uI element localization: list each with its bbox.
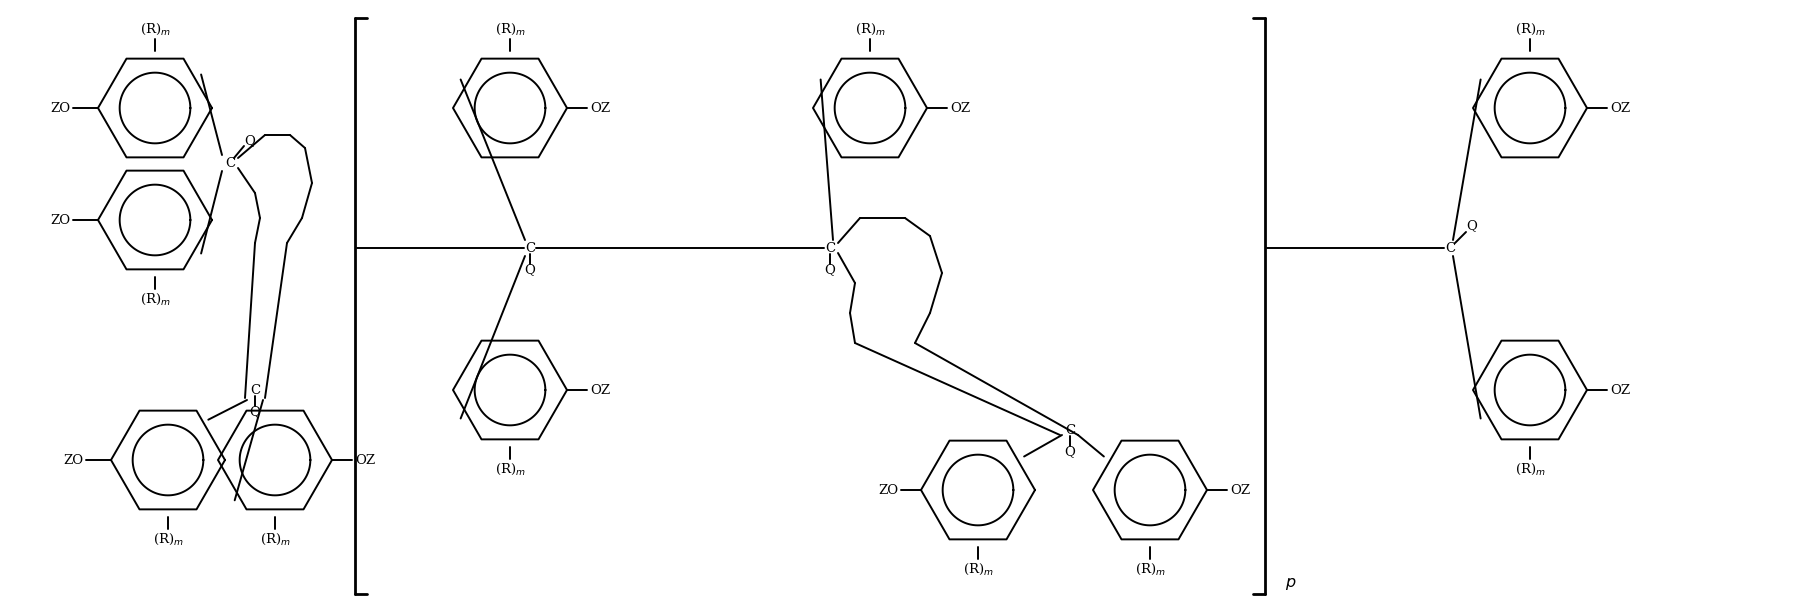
Text: Q: Q	[1065, 446, 1076, 458]
Text: OZ: OZ	[1611, 384, 1631, 397]
Text: OZ: OZ	[590, 102, 610, 114]
Text: ZO: ZO	[63, 453, 83, 466]
Text: ZO: ZO	[51, 102, 71, 114]
Text: (R)$_m$: (R)$_m$	[259, 531, 290, 547]
Text: (R)$_m$: (R)$_m$	[495, 21, 526, 37]
Text: (R)$_m$: (R)$_m$	[1515, 461, 1546, 477]
Text: Q: Q	[1466, 220, 1477, 233]
Text: (R)$_m$: (R)$_m$	[140, 291, 171, 307]
Text: OZ: OZ	[590, 384, 610, 397]
Text: C: C	[250, 384, 259, 397]
Text: (R)$_m$: (R)$_m$	[140, 21, 171, 37]
Text: (R)$_m$: (R)$_m$	[152, 531, 183, 547]
Text: (R)$_m$: (R)$_m$	[1134, 561, 1165, 577]
Text: (R)$_m$: (R)$_m$	[1515, 21, 1546, 37]
Text: ZO: ZO	[51, 214, 71, 226]
Text: ZO: ZO	[878, 483, 898, 496]
Text: C: C	[524, 242, 535, 255]
Text: (R)$_m$: (R)$_m$	[495, 461, 526, 477]
Text: (R)$_m$: (R)$_m$	[963, 561, 994, 577]
Text: C: C	[1446, 242, 1455, 255]
Text: Q: Q	[825, 264, 836, 277]
Text: (R)$_m$: (R)$_m$	[854, 21, 885, 37]
Text: Q: Q	[250, 406, 261, 419]
Text: Q: Q	[245, 135, 256, 147]
Text: C: C	[825, 242, 834, 255]
Text: Q: Q	[524, 264, 535, 277]
Text: OZ: OZ	[951, 102, 970, 114]
Text: $p$: $p$	[1284, 575, 1297, 592]
Text: OZ: OZ	[356, 453, 375, 466]
Text: OZ: OZ	[1611, 102, 1631, 114]
Text: C: C	[1065, 424, 1076, 436]
Text: OZ: OZ	[1230, 483, 1250, 496]
Text: C: C	[225, 157, 236, 170]
